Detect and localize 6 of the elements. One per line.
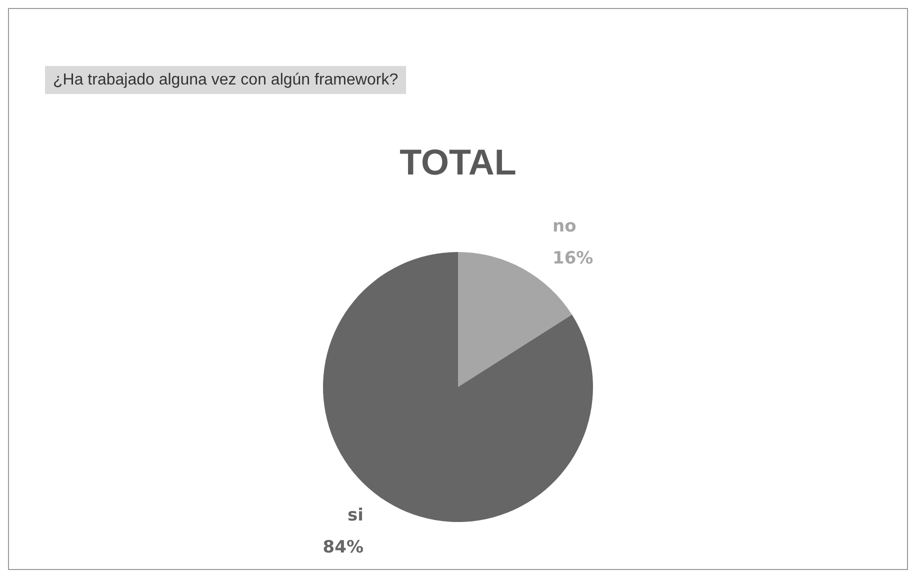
slice-label: si (348, 506, 364, 526)
data-label: 16% (552, 248, 594, 268)
chart-title: TOTAL (400, 142, 516, 182)
slice-label: no (552, 216, 576, 236)
data-label: 84% (322, 538, 364, 558)
chart-subtitle: ¿Ha trabajado alguna vez con algún framework? (53, 72, 398, 88)
